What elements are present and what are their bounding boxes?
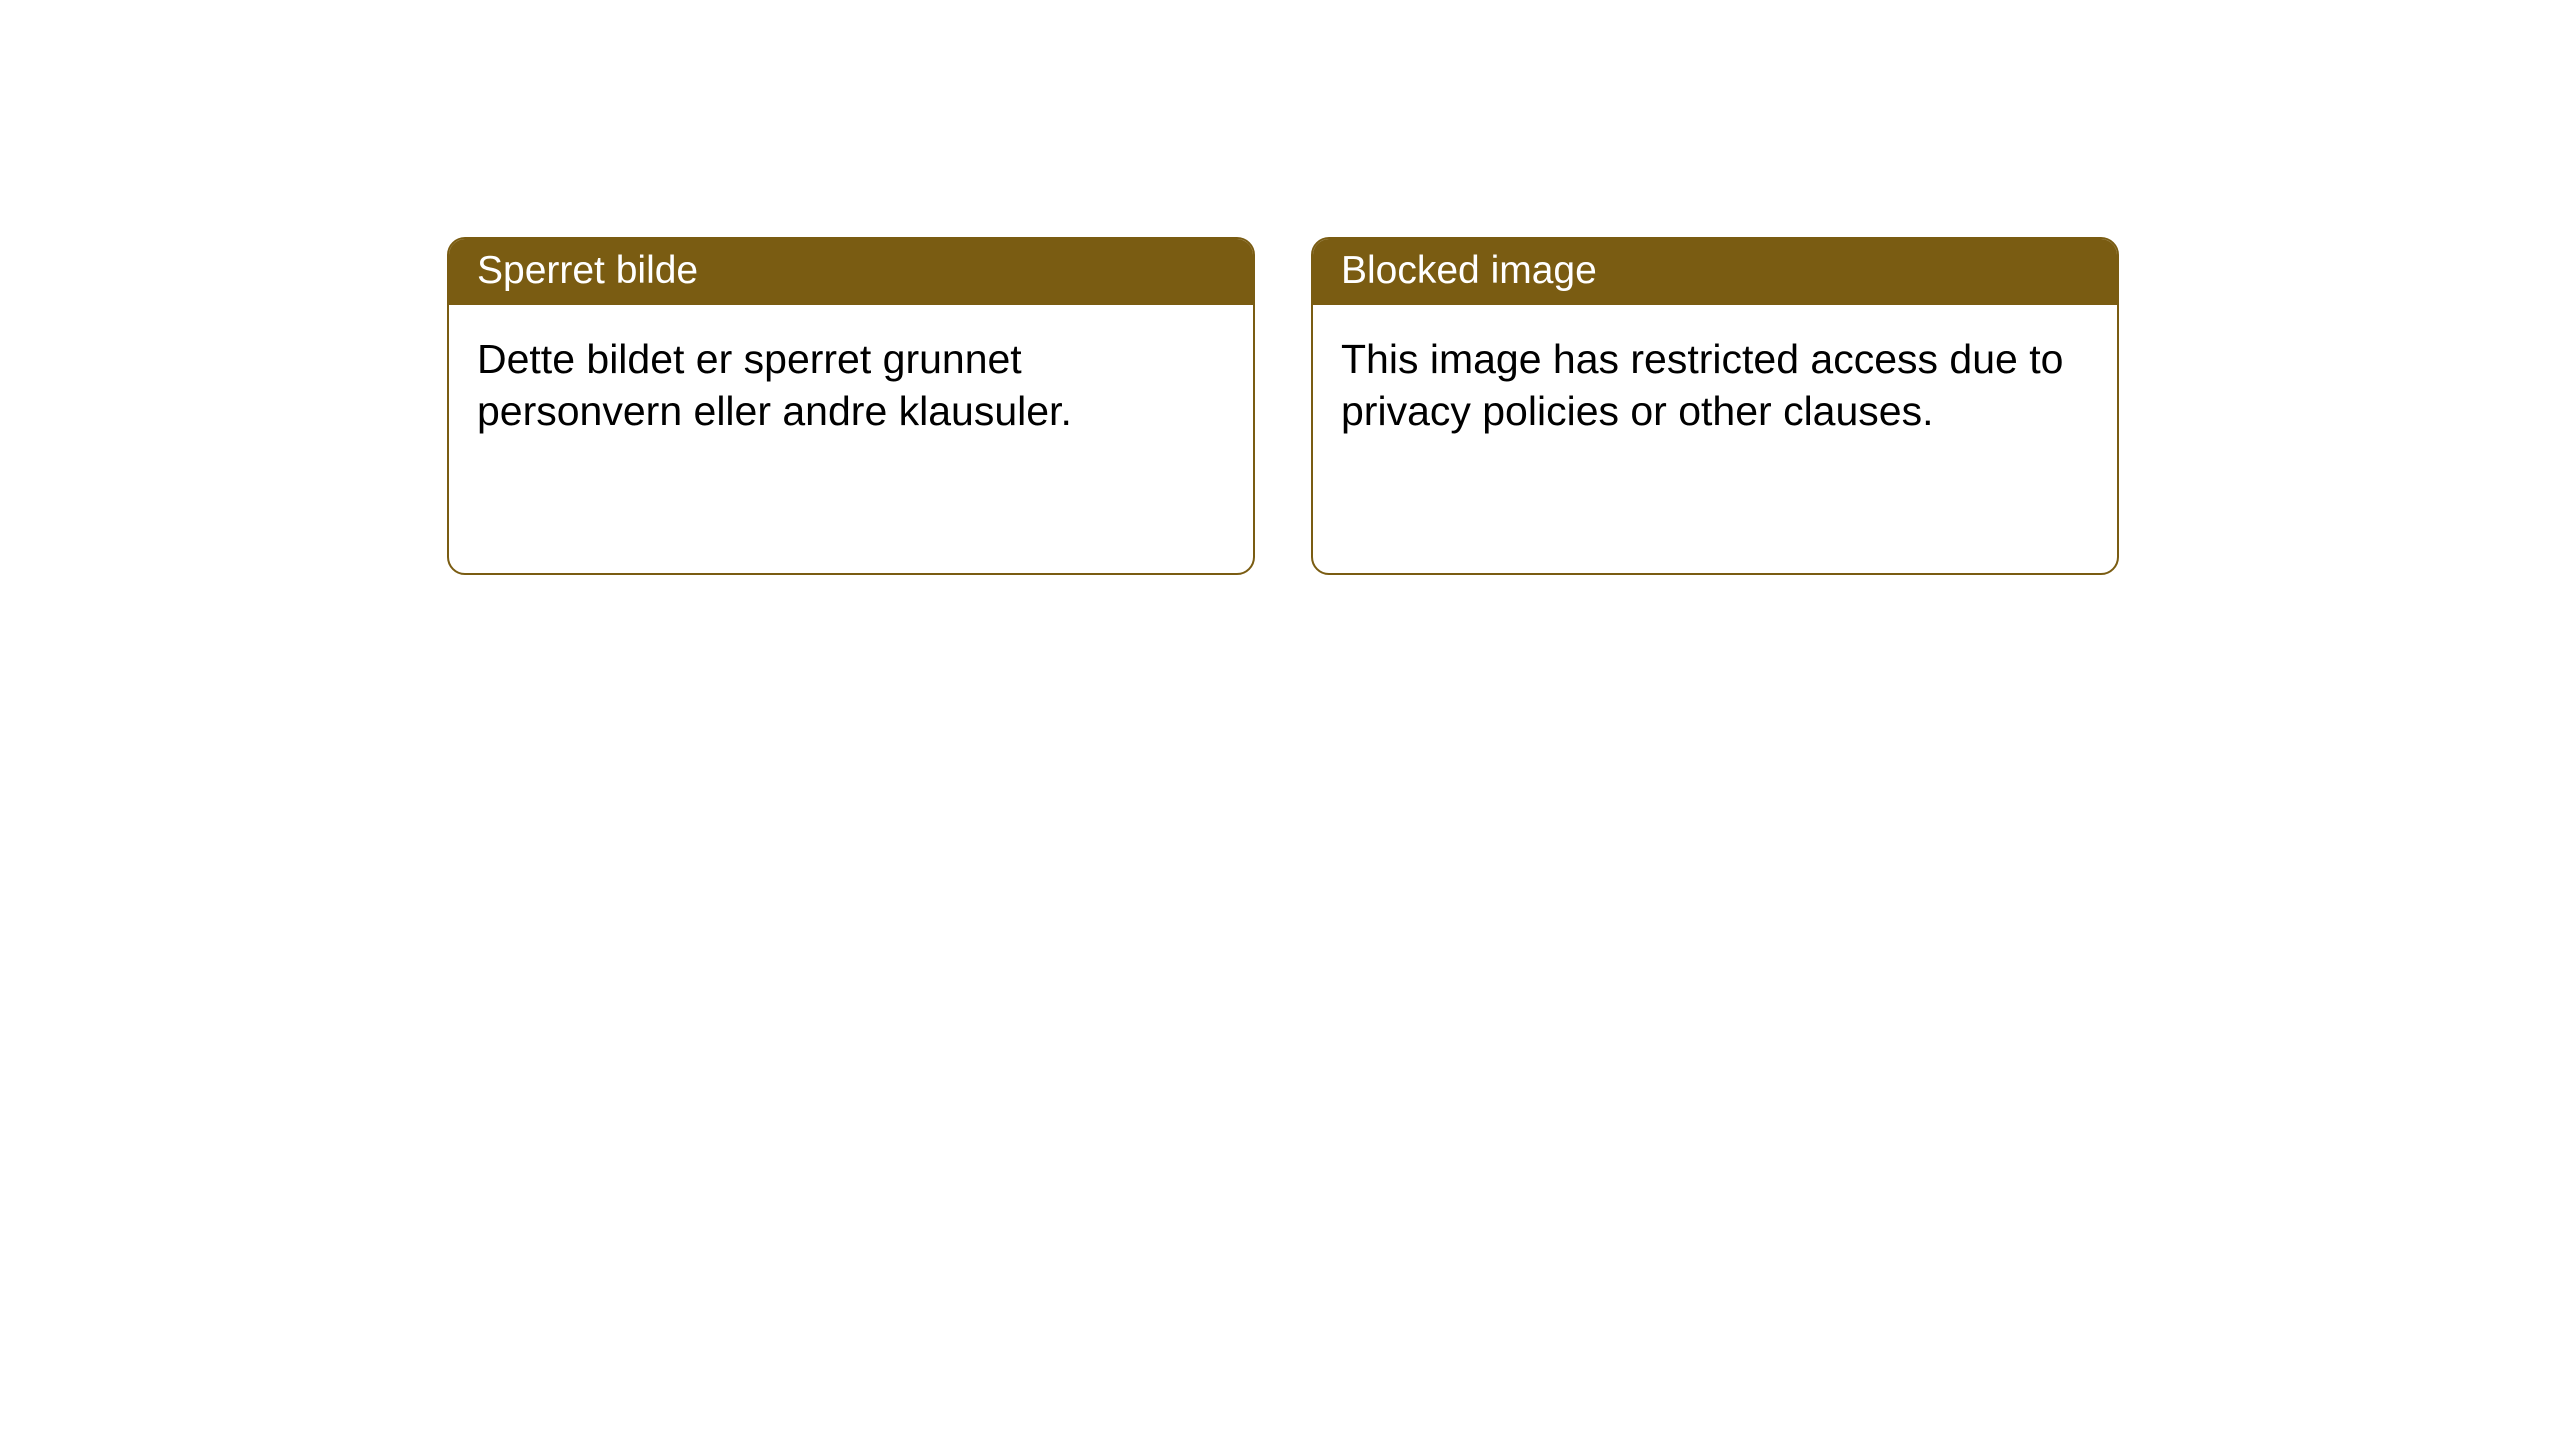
notice-body: Dette bildet er sperret grunnet personve…	[449, 305, 1253, 466]
notice-title: Blocked image	[1341, 249, 1597, 292]
notice-card-norwegian: Sperret bilde Dette bildet er sperret gr…	[447, 237, 1255, 575]
notice-body: This image has restricted access due to …	[1313, 305, 2117, 466]
notice-header: Blocked image	[1313, 239, 2117, 305]
notice-text: Dette bildet er sperret grunnet personve…	[477, 336, 1072, 434]
notice-container: Sperret bilde Dette bildet er sperret gr…	[447, 237, 2119, 575]
notice-text: This image has restricted access due to …	[1341, 336, 2063, 434]
notice-header: Sperret bilde	[449, 239, 1253, 305]
notice-card-english: Blocked image This image has restricted …	[1311, 237, 2119, 575]
notice-title: Sperret bilde	[477, 249, 698, 292]
